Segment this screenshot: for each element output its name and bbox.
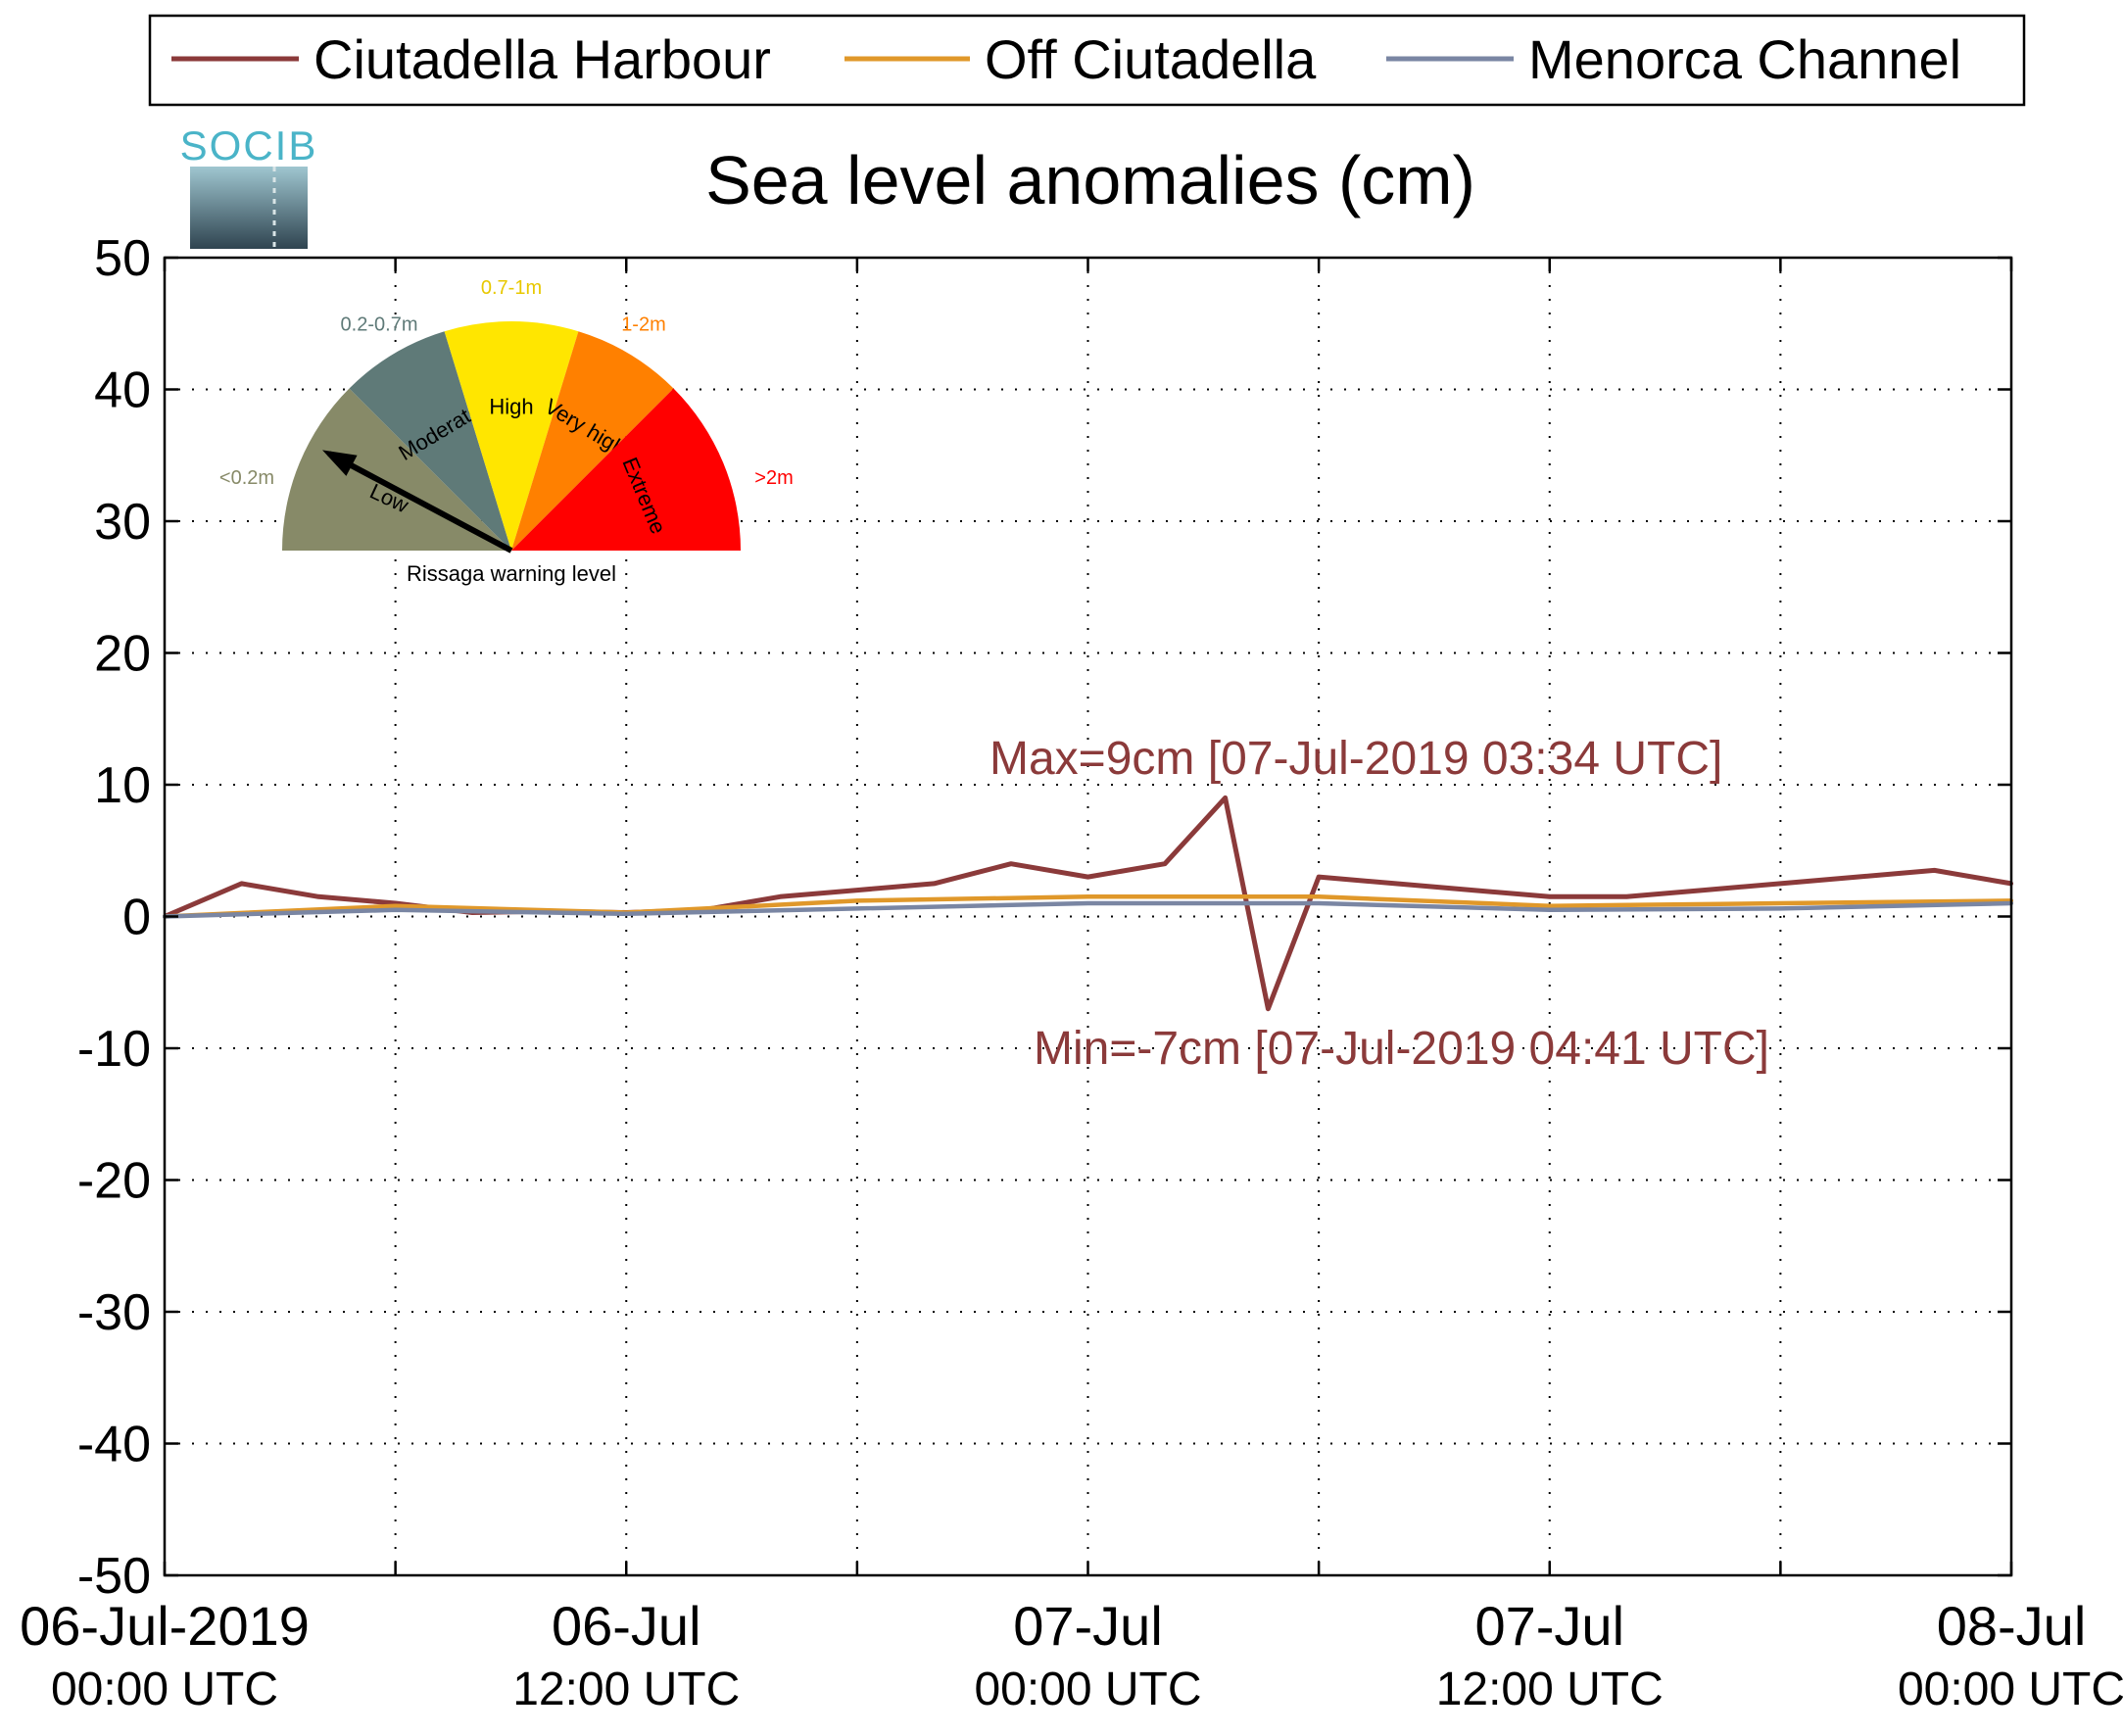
series-point (854, 888, 859, 892)
socib-logo-text: SOCIB (180, 122, 318, 169)
series-point (1266, 1006, 1271, 1011)
series-point (1393, 881, 1398, 886)
y-tick-label: 10 (94, 757, 151, 814)
gauge-segment-extreme (511, 388, 741, 551)
series-point (854, 906, 859, 911)
gauge-needle-arrowhead (322, 450, 358, 476)
series-point (1008, 861, 1013, 866)
series-point (393, 903, 398, 908)
series-point (1471, 888, 1475, 892)
gauge-range-label-very-high: 1-2m (621, 313, 666, 335)
series-point (316, 894, 321, 899)
gauge-range-label-high: 0.7-1m (481, 277, 542, 299)
y-tick-label: 40 (94, 362, 151, 419)
series-point (1547, 903, 1552, 908)
y-tick-label: -30 (77, 1284, 151, 1341)
x-tick-label-time: 12:00 UTC (1436, 1664, 1664, 1715)
series-point (1086, 894, 1090, 899)
chart-title: Sea level anomalies (cm) (705, 142, 1475, 218)
y-tick-label: 30 (94, 494, 151, 551)
series-point (778, 894, 783, 899)
legend: Ciutadella Harbour Off Ciutadella Menorc… (148, 14, 2026, 107)
gauge-caption: Rissaga warning level (407, 561, 616, 586)
series-point (1778, 881, 1783, 886)
series-point (1547, 907, 1552, 912)
y-tick-label: -10 (77, 1021, 151, 1078)
legend-box (148, 14, 2026, 107)
x-tick-label-time: 12:00 UTC (512, 1664, 740, 1715)
gauge-segment-low (282, 388, 511, 551)
series-point (1701, 888, 1706, 892)
x-tick-label: 06-Jul (552, 1595, 701, 1657)
x-tick-label: 06-Jul-2019 (20, 1595, 310, 1657)
series-point (1778, 901, 1783, 906)
gauge-range-label-extreme: >2m (754, 467, 793, 489)
series-point (393, 907, 398, 912)
series-point (1855, 875, 1859, 880)
series-point (1086, 875, 1090, 880)
series-point (1223, 796, 1228, 800)
socib-logo: SOCIB (180, 122, 318, 249)
series-layer (163, 795, 2013, 1012)
series-point (1086, 901, 1090, 906)
x-tick-label-time: 00:00 UTC (974, 1664, 1201, 1715)
annotation-min: Min=-7cm [07-Jul-2019 04:41 UTC] (1034, 1023, 1769, 1075)
series-point (932, 881, 937, 886)
socib-logo-panel (190, 167, 308, 249)
gauge-segment-label-high: High (489, 395, 533, 419)
x-tick-label: 07-Jul (1013, 1595, 1163, 1657)
gauge-segment-moderate (349, 331, 511, 551)
series-point (1932, 868, 1937, 873)
series-point (854, 898, 859, 903)
x-tick-label-time: 00:00 UTC (1898, 1664, 2123, 1715)
series-line-off-ciutadella (164, 894, 2012, 919)
x-tick-label-time: 00:00 UTC (51, 1664, 278, 1715)
series-point (1317, 894, 1322, 899)
series-point (1317, 875, 1322, 880)
gauge-segment-very-high (511, 331, 674, 551)
legend-label-off-ciutadella: Off Ciutadella (985, 28, 1317, 90)
y-tick-label: -50 (77, 1548, 151, 1605)
y-tick-label: 20 (94, 626, 151, 683)
annotation-max: Max=9cm [07-Jul-2019 03:34 UTC] (989, 733, 1722, 785)
gauge-range-label-moderate: 0.2-0.7m (341, 313, 418, 335)
gauge-range-label-low: <0.2m (219, 467, 274, 489)
y-tick-label: 0 (122, 890, 151, 946)
series-point (1317, 901, 1322, 906)
gauge-segment-high (444, 320, 579, 551)
series-point (624, 911, 629, 916)
legend-label-ciutadella-harbour: Ciutadella Harbour (314, 28, 771, 90)
series-point (1163, 861, 1168, 866)
series-point (1547, 894, 1552, 899)
y-tick-label: 50 (94, 230, 151, 287)
series-point (1624, 894, 1629, 899)
legend-label-menorca-channel: Menorca Channel (1528, 28, 1961, 90)
y-tick-label: -40 (77, 1417, 151, 1473)
series-point (239, 881, 244, 886)
gauge-needle (327, 451, 513, 554)
x-tick-label: 08-Jul (1937, 1595, 2087, 1657)
y-tick-label: -20 (77, 1153, 151, 1210)
series-point (1778, 906, 1783, 911)
x-tick-label: 07-Jul (1474, 1595, 1624, 1657)
